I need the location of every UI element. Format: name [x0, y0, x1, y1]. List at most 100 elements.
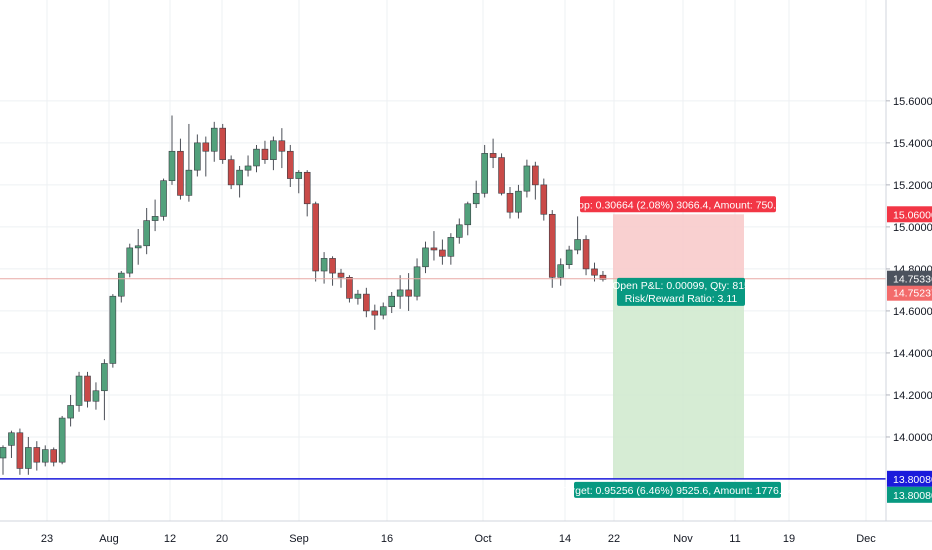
bull-candle-body	[143, 220, 150, 247]
bear-candle-body	[532, 165, 539, 186]
bull-candle-body	[8, 432, 15, 446]
bull-candle-body	[109, 295, 117, 364]
current-price-tag-text: 14.75336	[893, 274, 932, 286]
stop-label-text: Stop: 0.30664 (2.08%) 3066.4, Amount: 75…	[568, 199, 788, 211]
x-tick-label: Oct	[474, 533, 491, 545]
candle	[41, 445, 49, 467]
candle	[75, 371, 83, 412]
candle	[118, 271, 125, 303]
bear-candle-body	[430, 247, 438, 251]
candle	[439, 239, 446, 265]
bull-candle-body	[168, 150, 176, 181]
candle	[50, 447, 58, 467]
candle	[506, 186, 514, 219]
candle	[160, 178, 167, 221]
candle	[464, 201, 472, 236]
bull-candle-body	[160, 180, 167, 217]
target-zone[interactable]	[613, 278, 744, 479]
entry-price-tag-bg	[887, 285, 932, 301]
bear-candle-body	[177, 150, 184, 196]
bear-candle-body	[286, 150, 294, 179]
bull-candle-body	[396, 289, 404, 297]
candle	[329, 256, 336, 286]
candle	[202, 136, 210, 177]
candle	[422, 241, 429, 274]
candle	[151, 199, 159, 232]
bull-candle-body	[515, 190, 522, 213]
stop-zone[interactable]	[613, 214, 744, 279]
candle	[565, 245, 573, 269]
position-labels: Stop: 0.30664 (2.08%) 3066.4, Amount: 75…	[561, 196, 794, 498]
price-axis-ticks: 15.6000015.4000015.2000015.0000014.80000…	[886, 96, 932, 444]
bear-candle-body	[371, 310, 379, 316]
candle	[92, 382, 100, 410]
support-price-tag-bg	[887, 470, 932, 487]
entry-price-tag-text: 14.75237	[893, 288, 932, 300]
stop-label-bg	[580, 196, 776, 213]
bear-candle-body	[599, 274, 607, 280]
candle	[388, 292, 396, 314]
candle	[363, 287, 370, 318]
candle	[126, 243, 134, 278]
bull-candle-body	[134, 245, 142, 249]
bear-candle-body	[278, 140, 286, 152]
candle	[295, 170, 303, 194]
x-tick-label: Sep	[289, 533, 309, 545]
stop-price-tag: 15.06000	[887, 206, 932, 223]
bear-candle-body	[582, 239, 590, 270]
pnl-label-bg	[617, 277, 745, 306]
support-price-tag: 13.80080	[887, 470, 932, 487]
candle	[371, 304, 379, 330]
bear-candle-body	[329, 258, 336, 274]
bull-candle-body	[422, 247, 429, 268]
bear-candle-body	[50, 449, 58, 463]
x-tick-label: Nov	[673, 533, 693, 545]
target-price-tag-bg	[887, 486, 932, 503]
candle	[261, 140, 269, 164]
stop-price-tag-text: 15.06000	[893, 209, 932, 221]
bull-candle-body	[388, 295, 396, 308]
bull-candle-body	[92, 390, 100, 402]
time-axis-ticks[interactable]: 23 Aug 12 20 Sep 16 Oct 14 22 Nov 11 19 Dec	[41, 533, 876, 545]
bull-candle-body	[565, 249, 573, 266]
x-tick-label: 23	[41, 533, 53, 545]
bull-candle-body	[574, 239, 581, 251]
candle	[312, 201, 319, 282]
stop-price-tag-bg	[887, 206, 932, 223]
candle	[405, 273, 412, 311]
bull-candle-body	[58, 417, 66, 463]
candle	[540, 178, 548, 221]
candle	[84, 371, 91, 408]
candle	[354, 289, 362, 305]
candle	[143, 207, 150, 255]
target-label-text: Target: 0.95256 (6.46%) 9525.6, Amount: …	[561, 485, 794, 497]
candles	[0, 115, 607, 475]
bull-candle-body	[481, 153, 488, 194]
bear-candle-body	[346, 277, 353, 299]
candle	[574, 216, 581, 255]
bear-candle-body	[498, 157, 505, 194]
y-tick-label: 14.20000	[893, 390, 932, 402]
bear-candle-body	[405, 289, 412, 297]
bull-candle-body	[455, 224, 463, 238]
current-price-tag-bg	[887, 270, 932, 287]
candle	[177, 138, 184, 200]
bull-candle-body	[557, 264, 565, 278]
candle	[25, 436, 32, 475]
stop-label[interactable]: Stop: 0.30664 (2.08%) 3066.4, Amount: 75…	[568, 196, 788, 213]
target-label[interactable]: Target: 0.95256 (6.46%) 9525.6, Amount: …	[561, 481, 794, 498]
x-tick-label: Dec	[856, 533, 876, 545]
candle	[430, 231, 438, 261]
bear-candle-body	[312, 203, 319, 272]
candle	[447, 233, 455, 265]
bull-candle-body	[320, 258, 328, 272]
bear-candle-body	[439, 249, 446, 257]
candle	[472, 180, 480, 208]
entry-price-tag: 14.75237	[887, 285, 932, 301]
x-tick-label: 22	[608, 533, 620, 545]
candle	[253, 144, 260, 173]
candle	[523, 159, 531, 198]
